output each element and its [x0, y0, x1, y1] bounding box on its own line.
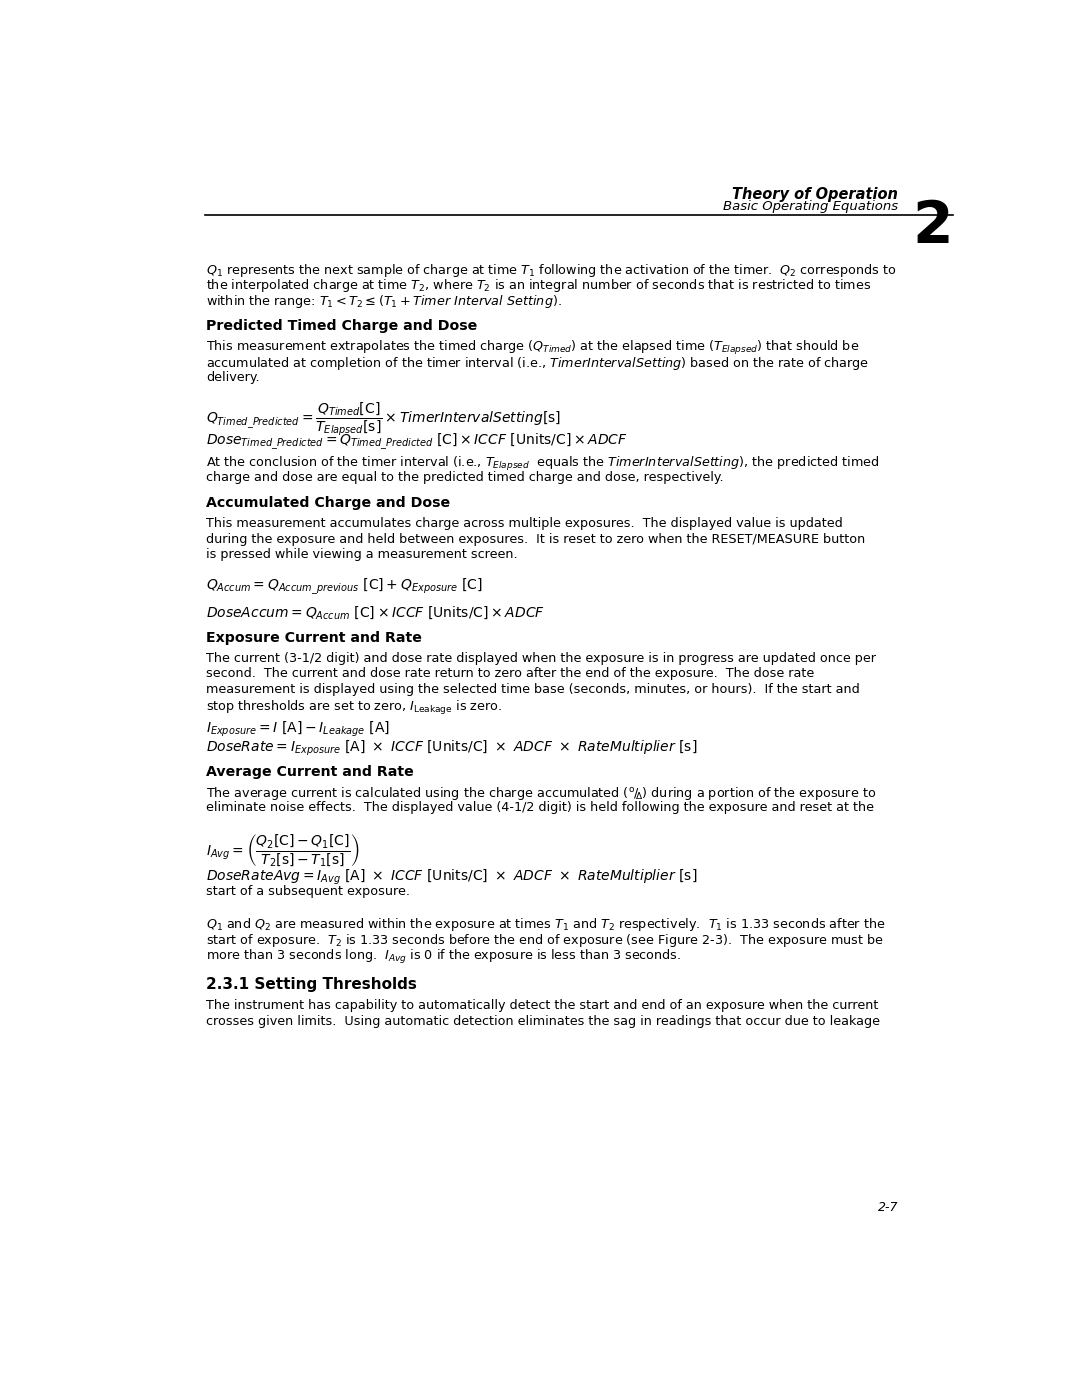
Text: 2-7: 2-7	[878, 1201, 899, 1214]
Text: $Q_{\mathit{Timed\_Predicted}} = \dfrac{Q_{\mathit{Timed}}[\mathrm{C}]}{T_{\math: $Q_{\mathit{Timed\_Predicted}} = \dfrac{…	[206, 401, 562, 439]
Text: The instrument has capability to automatically detect the start and end of an ex: The instrument has capability to automat…	[206, 999, 879, 1013]
Text: Basic Operating Equations: Basic Operating Equations	[724, 200, 899, 212]
Text: charge and dose are equal to the predicted timed charge and dose, respectively.: charge and dose are equal to the predict…	[206, 471, 724, 483]
Text: within the range: $T_1 < T_2 \leq (T_1 + \mathit{Timer\ Interval\ Setting})$.: within the range: $T_1 < T_2 \leq (T_1 +…	[206, 293, 562, 310]
Text: stop thresholds are set to zero, $I_{\mathrm{Leakage}}$ is zero.: stop thresholds are set to zero, $I_{\ma…	[206, 698, 502, 717]
Text: the interpolated charge at time $T_2$, where $T_2$ is an integral number of seco: the interpolated charge at time $T_2$, w…	[206, 278, 872, 295]
Text: delivery.: delivery.	[206, 372, 260, 384]
Text: This measurement extrapolates the timed charge ($Q_{\mathit{Timed}}$) at the ela: This measurement extrapolates the timed …	[206, 339, 860, 358]
Text: 2.3.1 Setting Thresholds: 2.3.1 Setting Thresholds	[206, 978, 417, 992]
Text: crosses given limits.  Using automatic detection eliminates the sag in readings : crosses given limits. Using automatic de…	[206, 1016, 880, 1028]
Text: Accumulated Charge and Dose: Accumulated Charge and Dose	[206, 496, 450, 510]
Text: $\mathit{DoseRateAvg} = I_{\mathit{Avg}}\ [\mathrm{A}]\ \times\ \mathit{ICCF}\ [: $\mathit{DoseRateAvg} = I_{\mathit{Avg}}…	[206, 868, 698, 887]
Text: Exposure Current and Rate: Exposure Current and Rate	[206, 631, 422, 645]
Text: start of a subsequent exposure.: start of a subsequent exposure.	[206, 884, 410, 898]
Text: second.  The current and dose rate return to zero after the end of the exposure.: second. The current and dose rate return…	[206, 668, 814, 680]
Text: 2: 2	[912, 197, 953, 254]
Text: $Q_1$ represents the next sample of charge at time $T_1$ following the activatio: $Q_1$ represents the next sample of char…	[206, 261, 896, 278]
Text: eliminate noise effects.  The displayed value (4-1/2 digit) is held following th: eliminate noise effects. The displayed v…	[206, 800, 875, 814]
Text: $Q_1$ and $Q_2$ are measured within the exposure at times $T_1$ and $T_2$ respec: $Q_1$ and $Q_2$ are measured within the …	[206, 916, 886, 933]
Text: start of exposure.  $T_2$ is 1.33 seconds before the end of exposure (see Figure: start of exposure. $T_2$ is 1.33 seconds…	[206, 932, 885, 949]
Text: Average Current and Rate: Average Current and Rate	[206, 764, 414, 778]
Text: accumulated at completion of the timer interval (i.e., $\mathit{TimerIntervalSet: accumulated at completion of the timer i…	[206, 355, 869, 372]
Text: At the conclusion of the timer interval (i.e., $T_{\mathit{Elapsed}}$  equals th: At the conclusion of the timer interval …	[206, 455, 880, 472]
Text: $I_{\mathit{Exposure}} = I\ [\mathrm{A}] - I_{\mathit{Leakage}}\ [\mathrm{A}]$: $I_{\mathit{Exposure}} = I\ [\mathrm{A}]…	[206, 719, 390, 739]
Text: The current (3-1/2 digit) and dose rate displayed when the exposure is in progre: The current (3-1/2 digit) and dose rate …	[206, 651, 876, 665]
Text: during the exposure and held between exposures.  It is reset to zero when the RE: during the exposure and held between exp…	[206, 532, 865, 546]
Text: Theory of Operation: Theory of Operation	[732, 187, 899, 203]
Text: The average current is calculated using the charge accumulated ($\mathsf{^o/_{\!: The average current is calculated using …	[206, 785, 877, 802]
Text: This measurement accumulates charge across multiple exposures.  The displayed va: This measurement accumulates charge acro…	[206, 517, 843, 529]
Text: $\mathit{Dose}_{\mathit{Timed\_Predicted}} = Q_{\mathit{Timed\_Predicted}}\ [\ma: $\mathit{Dose}_{\mathit{Timed\_Predicted…	[206, 432, 627, 451]
Text: $\mathit{DoseAccum} = Q_{\mathit{Accum}}\ [\mathrm{C}] \times \mathit{ICCF}\ [\m: $\mathit{DoseAccum} = Q_{\mathit{Accum}}…	[206, 604, 545, 620]
Text: $Q_{\mathit{Accum}} = Q_{\mathit{Accum\_previous}}\ [\mathrm{C}] + Q_{\mathit{Ex: $Q_{\mathit{Accum}} = Q_{\mathit{Accum\_…	[206, 577, 483, 597]
Text: more than 3 seconds long.  $I_{\mathit{Avg}}$ is 0 if the exposure is less than : more than 3 seconds long. $I_{\mathit{Av…	[206, 947, 681, 965]
Text: $\mathit{DoseRate} = I_{\mathit{Exposure}}\ [\mathrm{A}]\ \times\ \mathit{ICCF}\: $\mathit{DoseRate} = I_{\mathit{Exposure…	[206, 738, 698, 757]
Text: Predicted Timed Charge and Dose: Predicted Timed Charge and Dose	[206, 319, 477, 332]
Text: measurement is displayed using the selected time base (seconds, minutes, or hour: measurement is displayed using the selec…	[206, 683, 860, 696]
Text: $I_{\mathit{Avg}} = \left(\dfrac{Q_2[\mathrm{C}] - Q_1[\mathrm{C}]}{T_2[\mathrm{: $I_{\mathit{Avg}} = \left(\dfrac{Q_2[\ma…	[206, 833, 360, 868]
Text: is pressed while viewing a measurement screen.: is pressed while viewing a measurement s…	[206, 549, 518, 562]
